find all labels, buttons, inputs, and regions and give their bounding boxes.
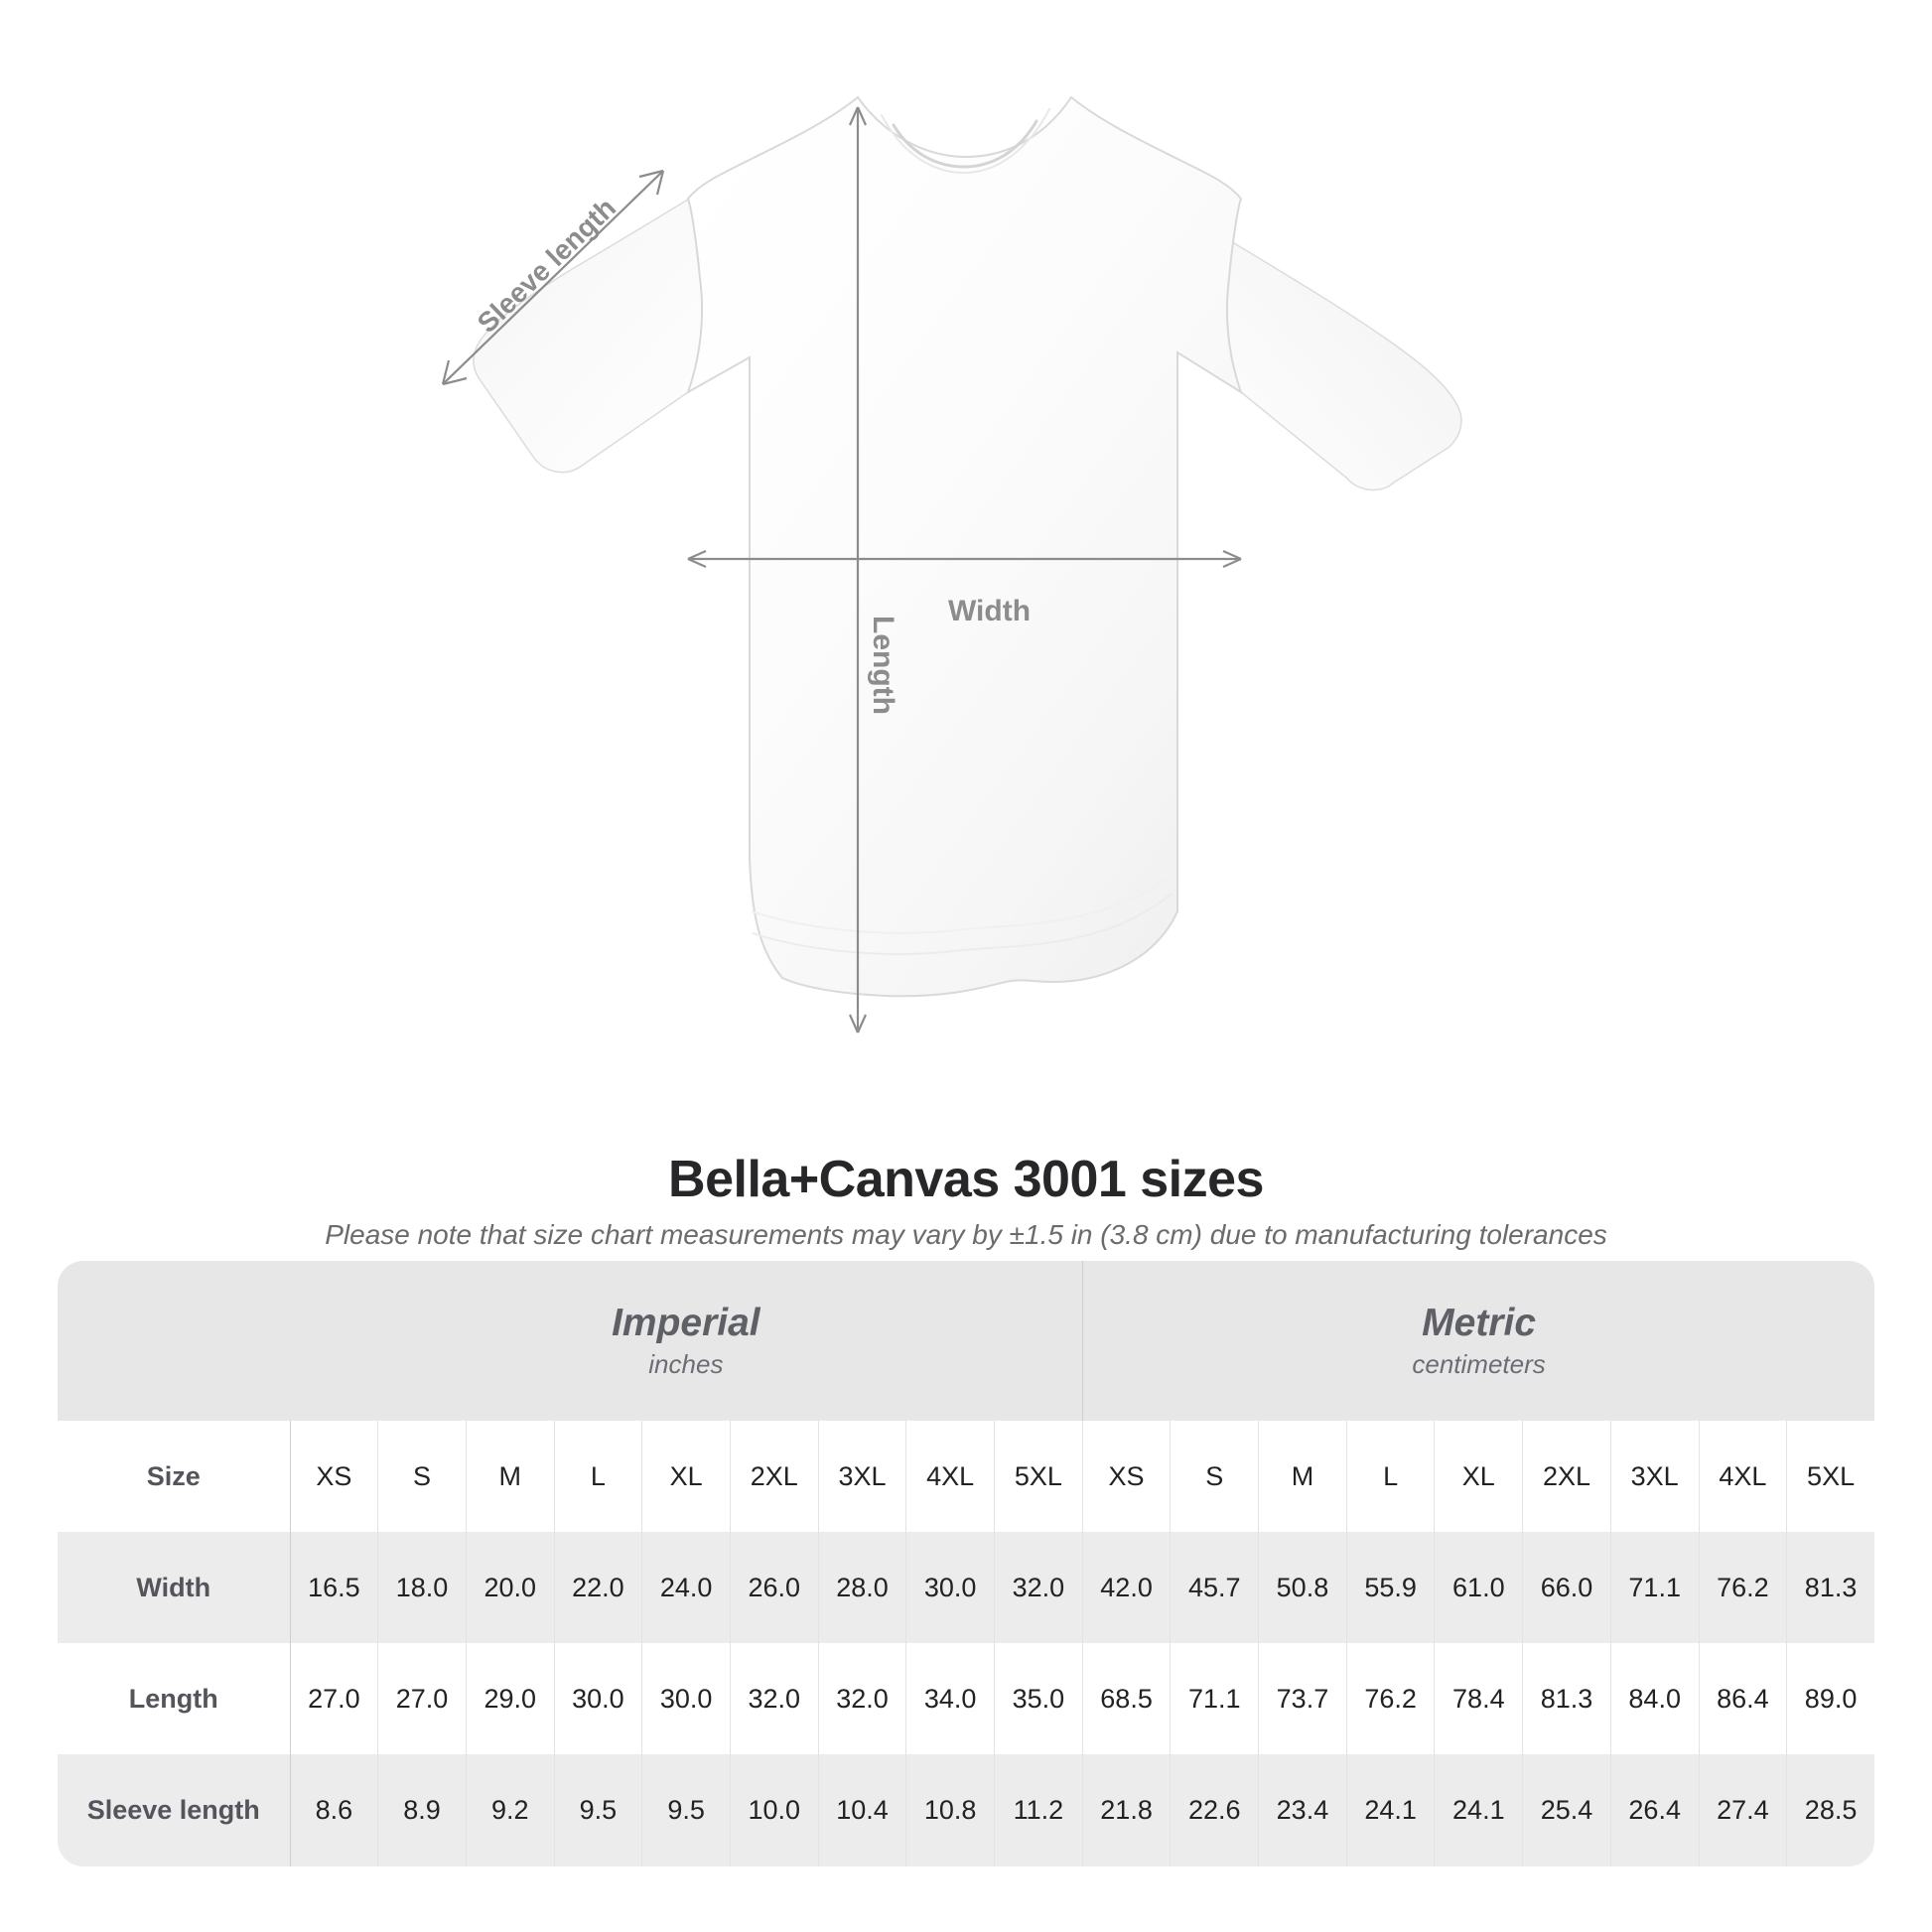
svg-text:Width: Width xyxy=(948,595,1031,627)
svg-text:Length: Length xyxy=(867,616,899,715)
